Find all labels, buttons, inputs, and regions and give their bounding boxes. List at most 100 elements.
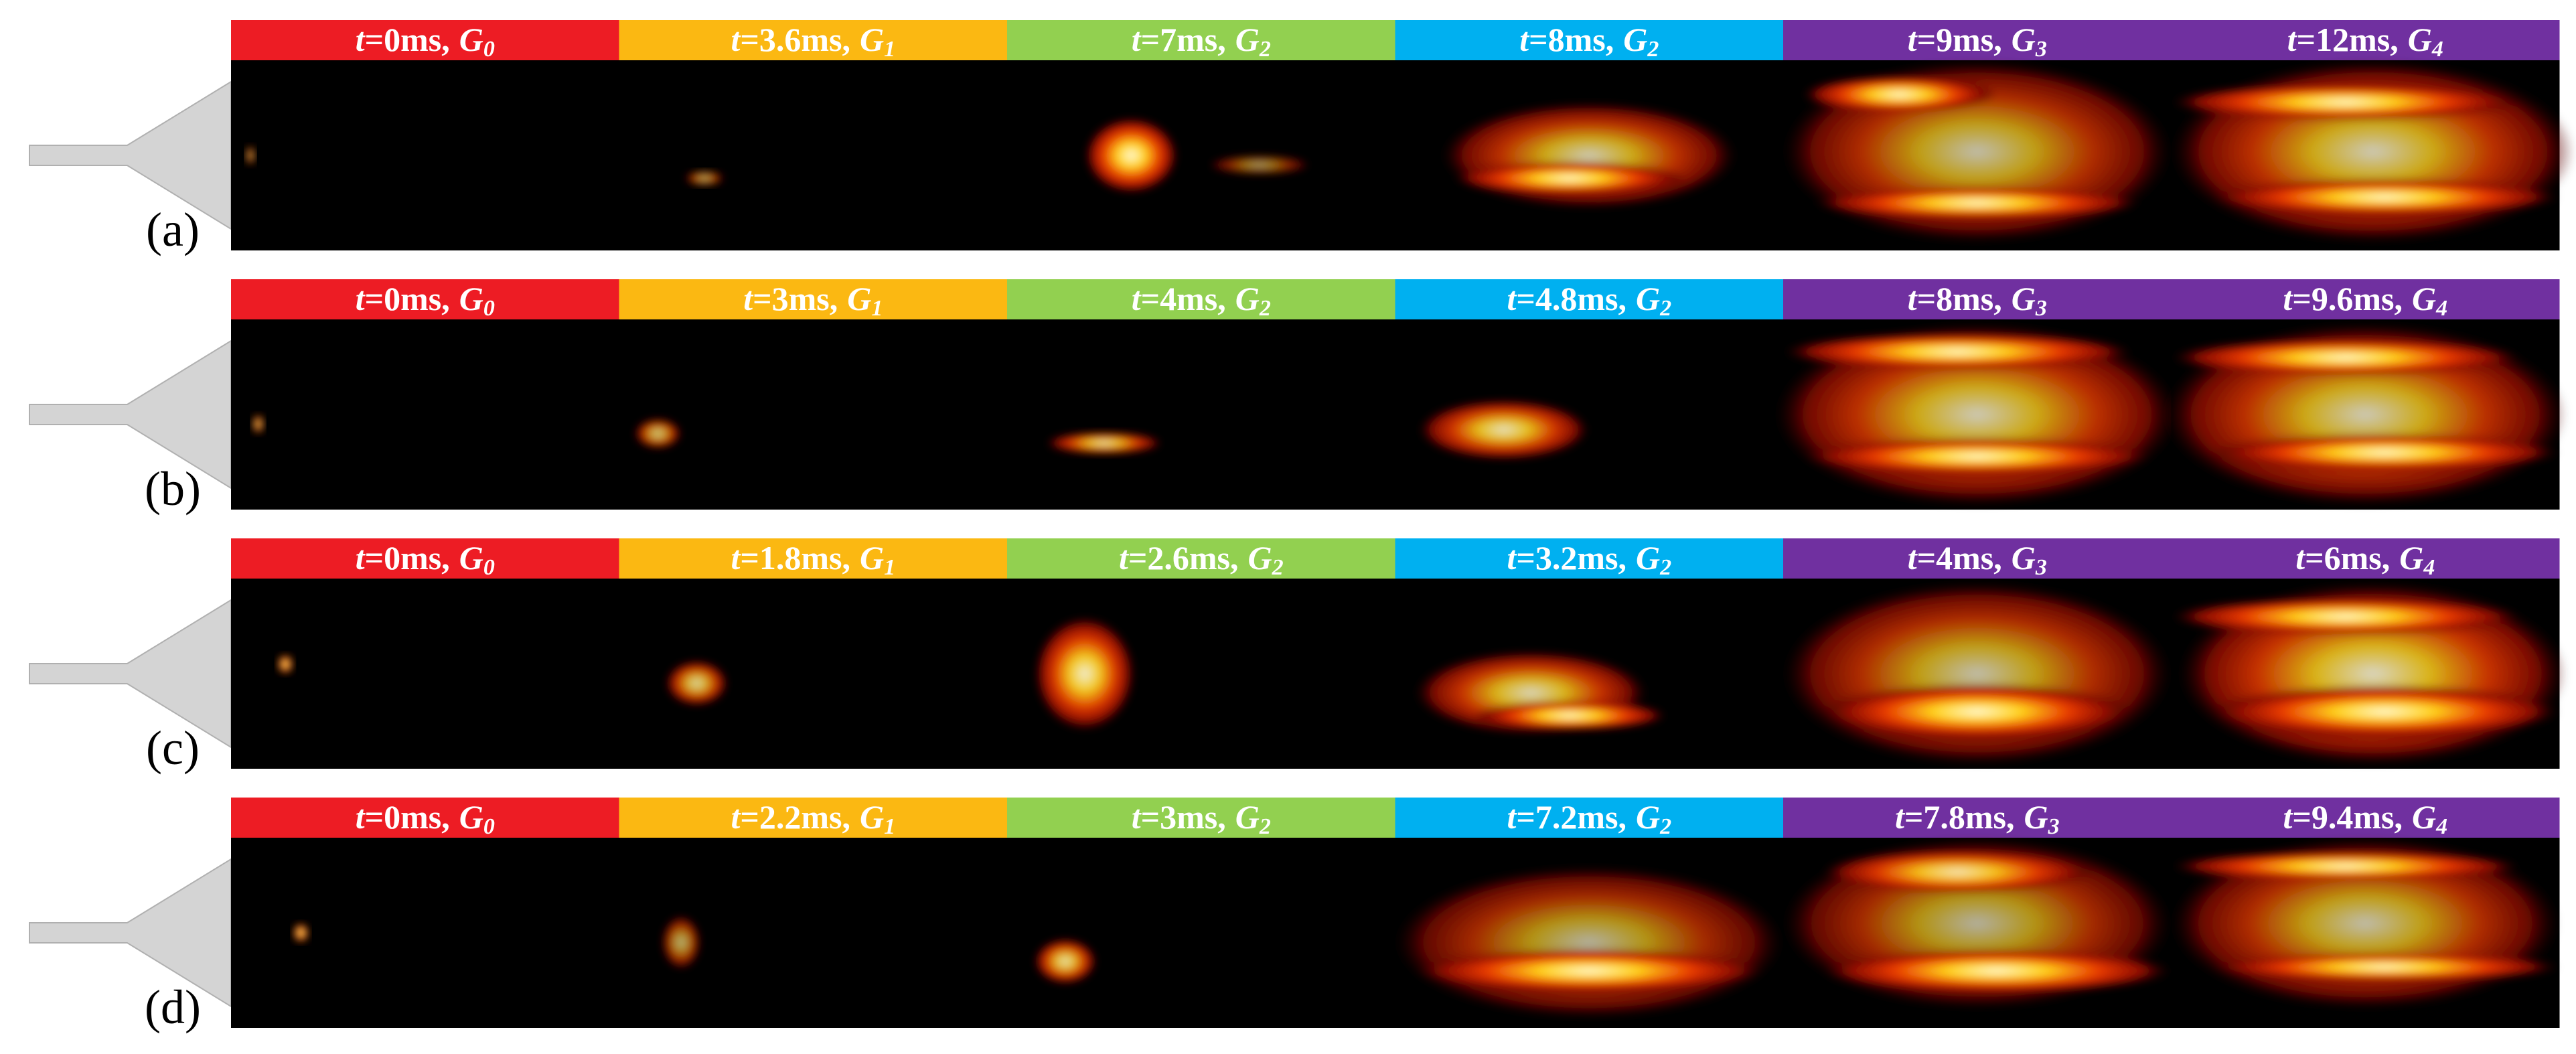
- frame-time: =3.6ms,: [740, 21, 850, 58]
- flame-blob: [2171, 83, 2521, 121]
- flame: [1395, 866, 1783, 1019]
- frame-image: [1007, 319, 1395, 510]
- group-index: 4: [2435, 296, 2447, 321]
- frame-header: t=7.2ms, G2: [1507, 798, 1671, 839]
- group-symbol: G: [860, 539, 884, 577]
- group-symbol: G: [2408, 21, 2432, 58]
- flame: [1783, 582, 2172, 765]
- time-symbol: t: [1507, 280, 1517, 317]
- flame-blob: [1783, 332, 2133, 371]
- flame-blob: [634, 418, 682, 449]
- frame-time: =2.6ms,: [1128, 539, 1239, 577]
- group-index: 1: [871, 296, 883, 321]
- row-label: (c): [146, 721, 200, 775]
- time-symbol: t: [1908, 21, 1918, 58]
- frame-time: =2.2ms,: [740, 798, 850, 836]
- header-bar: [231, 798, 619, 838]
- flame: [662, 915, 701, 969]
- flame: [2171, 60, 2575, 243]
- group-index: 1: [884, 37, 895, 62]
- frame-image: [231, 838, 619, 1028]
- group-index: 0: [483, 37, 495, 62]
- frame-time: =7.8ms,: [1904, 798, 2015, 836]
- group-index: 2: [1259, 814, 1271, 839]
- time-symbol: t: [1908, 280, 1918, 317]
- group-symbol: G: [860, 798, 884, 836]
- group-index: 1: [884, 555, 895, 580]
- frame-time: =4.8ms,: [1516, 280, 1626, 317]
- flame-blob: [2171, 597, 2521, 636]
- flame-blob: [1802, 75, 1997, 114]
- frame-header: t=8ms, G2: [1519, 21, 1659, 62]
- group-index: 0: [483, 555, 495, 580]
- group-symbol: G: [2412, 798, 2436, 836]
- group-symbol: G: [1235, 21, 1260, 58]
- group-symbol: G: [1636, 280, 1660, 317]
- flame: [246, 145, 255, 165]
- frame-header: t=3.2ms, G2: [1507, 539, 1671, 580]
- flame-blob: [1084, 117, 1178, 194]
- group-symbol: G: [847, 280, 871, 317]
- group-index: 2: [1659, 296, 1671, 321]
- flame: [277, 654, 293, 674]
- flame-blob: [1209, 155, 1310, 175]
- frame-time: =4ms,: [1917, 539, 2002, 577]
- time-symbol: t: [1895, 798, 1906, 836]
- flame-blob: [1821, 683, 2133, 741]
- frame-time: =7.2ms,: [1516, 798, 1626, 836]
- header-bar: [1395, 279, 1784, 319]
- frame-header: t=6ms, G4: [2295, 539, 2435, 580]
- flame: [2171, 582, 2567, 765]
- flame-blob: [1395, 866, 1783, 1019]
- header-bar: [1783, 20, 2172, 60]
- frame-image: [231, 579, 619, 769]
- row: (c)t=0ms, G0 t=1.8ms, G1 t=2.6ms, G2 t=3.2ms, G…: [29, 538, 2567, 775]
- frame-image: [619, 319, 1008, 510]
- frame-image: [231, 319, 619, 510]
- frame-header: t=4ms, G2: [1132, 280, 1271, 321]
- frame-time: =12ms,: [2297, 21, 2399, 58]
- header-bar: [1007, 798, 1395, 838]
- frame-header: t=3.6ms, G1: [731, 21, 895, 62]
- frame-time: =0ms,: [365, 280, 450, 317]
- frame-header: t=9ms, G3: [1908, 21, 2047, 62]
- group-index: 0: [483, 296, 495, 321]
- group-symbol: G: [2024, 798, 2048, 836]
- frame-header: t=9.4ms, G4: [2283, 798, 2447, 839]
- header-bar: [1395, 20, 1784, 60]
- header-bar: [1783, 279, 2172, 319]
- flame-blob: [2210, 952, 2560, 982]
- group-index: 4: [2423, 555, 2435, 580]
- flame: [1442, 102, 1737, 209]
- group-index: 2: [1259, 296, 1271, 321]
- flame: [2171, 838, 2560, 1009]
- group-index: 3: [2035, 37, 2047, 62]
- header-bar: [1007, 538, 1395, 579]
- flame: [1034, 938, 1097, 984]
- time-symbol: t: [2287, 21, 2298, 58]
- flame: [1414, 650, 1667, 735]
- frame-image: [619, 60, 1008, 250]
- flame: [1775, 323, 2180, 506]
- time-symbol: t: [2283, 798, 2293, 836]
- flame-blob: [1472, 700, 1667, 731]
- group-symbol: G: [1636, 798, 1660, 836]
- frame-header: t=2.6ms, G2: [1119, 539, 1284, 580]
- group-index: 2: [1659, 814, 1671, 839]
- row-label: (b): [145, 462, 201, 516]
- frame-time: =0ms,: [365, 798, 450, 836]
- header-bar: [2171, 279, 2560, 319]
- time-symbol: t: [1119, 539, 1130, 577]
- frame-header: t=8ms, G3: [1908, 280, 2047, 321]
- time-symbol: t: [1519, 21, 1530, 58]
- time-symbol: t: [1908, 539, 1918, 577]
- flame-blob: [2210, 685, 2560, 739]
- frame-time: =4ms,: [1141, 280, 1226, 317]
- group-symbol: G: [459, 798, 483, 836]
- frame-time: =1.8ms,: [740, 539, 850, 577]
- flame-blob: [2171, 850, 2521, 882]
- frame-time: =8ms,: [1917, 280, 2002, 317]
- frame-header: t=7.8ms, G3: [1895, 798, 2060, 839]
- nozzle: [29, 599, 232, 749]
